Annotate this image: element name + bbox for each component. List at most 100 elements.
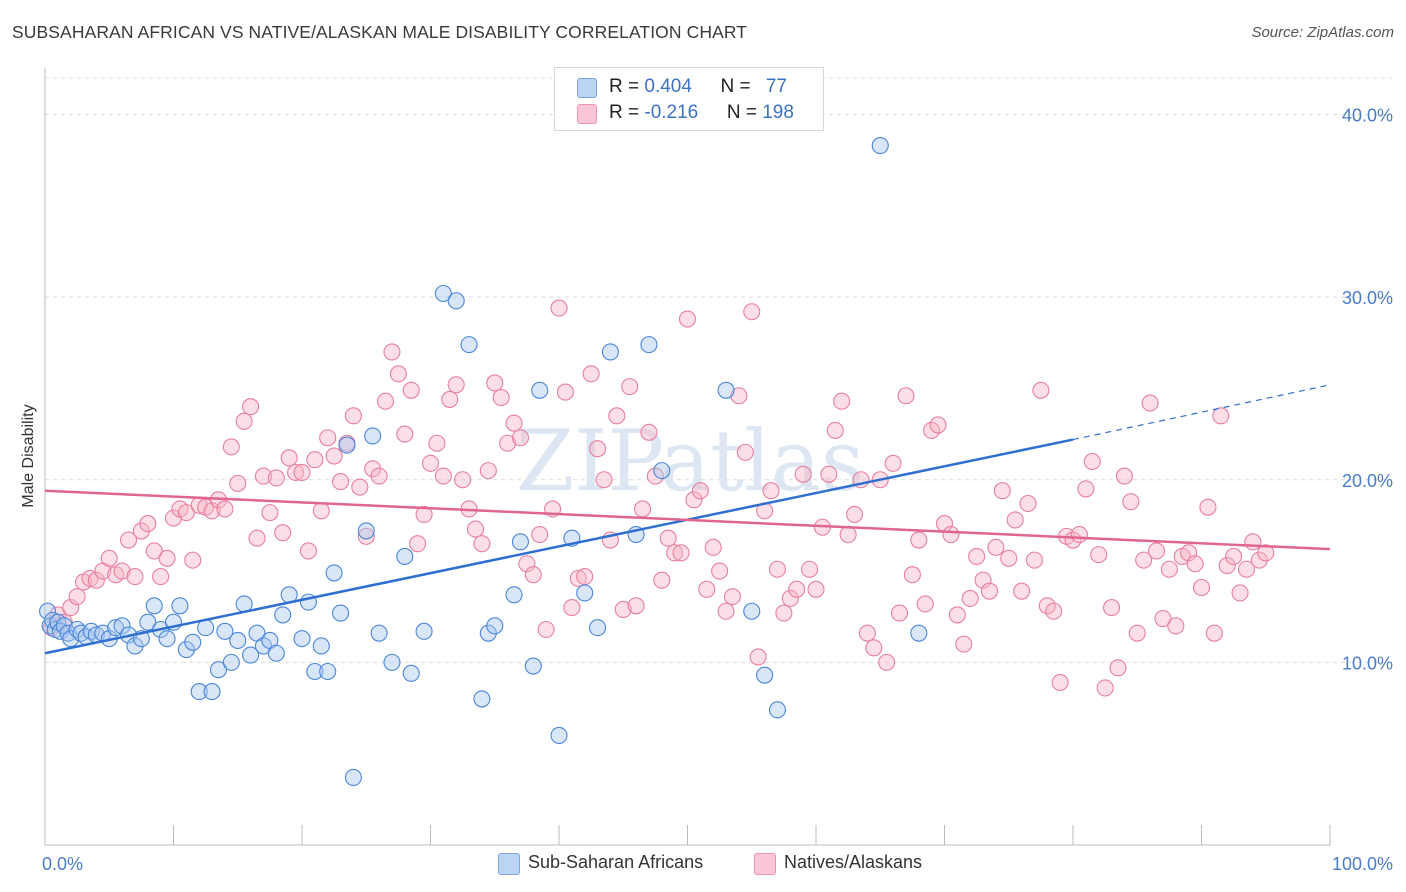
subsaharan-point — [203, 683, 221, 701]
natives-point — [81, 569, 99, 587]
subsaharan-point — [274, 606, 292, 624]
subsaharan-point — [319, 662, 337, 681]
natives-point — [357, 527, 375, 545]
natives-point — [68, 588, 86, 606]
natives-point — [1135, 551, 1153, 569]
natives-point — [1225, 547, 1243, 566]
natives-point — [698, 580, 716, 598]
natives-point — [865, 639, 883, 657]
x-tick-label-right: 100.0% — [1332, 854, 1393, 874]
subsaharan-point — [216, 622, 234, 640]
natives-point — [454, 471, 472, 489]
natives-point — [344, 407, 362, 425]
natives-point — [1006, 511, 1024, 529]
natives-point — [1128, 624, 1146, 642]
natives-points — [42, 299, 1275, 697]
subsaharan-point — [743, 602, 761, 620]
source-note: Source: ZipAtlas.com — [1251, 24, 1394, 41]
subsaharan-point — [756, 666, 774, 684]
natives-point — [768, 560, 787, 578]
natives-point — [1199, 498, 1217, 516]
natives-point — [312, 502, 330, 520]
natives-point — [145, 542, 163, 560]
natives-point — [87, 571, 105, 589]
natives-point — [216, 500, 234, 518]
subsaharan-point — [486, 617, 504, 635]
natives-point — [691, 482, 709, 500]
subsaharan-point — [588, 619, 607, 637]
natives-point — [685, 491, 703, 509]
natives-point — [119, 531, 138, 549]
natives-point — [164, 509, 183, 527]
subsaharan-point — [402, 664, 420, 682]
natives-point — [1186, 555, 1204, 573]
subsaharan-point — [107, 619, 125, 637]
subsaharan-point — [222, 653, 240, 671]
subsaharan-point — [383, 653, 401, 671]
natives-point — [1154, 610, 1172, 628]
natives-point — [229, 474, 247, 492]
natives-point — [794, 465, 812, 483]
natives-point — [466, 520, 485, 538]
natives-point — [1218, 557, 1236, 575]
natives-point — [1096, 679, 1114, 697]
subsaharan-point — [171, 597, 189, 615]
natives-point — [492, 389, 510, 407]
natives-point — [524, 566, 542, 584]
natives-point — [1090, 546, 1108, 564]
natives-point — [203, 502, 221, 520]
natives-point — [730, 387, 748, 405]
natives-point — [1167, 617, 1185, 635]
natives-point — [749, 648, 767, 666]
blue-swatch — [577, 78, 597, 98]
subsaharan-trend-line — [44, 438, 1074, 655]
natives-point — [383, 343, 401, 361]
natives-point — [1212, 407, 1230, 425]
natives-point — [640, 423, 658, 441]
natives-point — [845, 505, 864, 524]
subsaharan-point — [653, 462, 671, 480]
natives-point — [1000, 549, 1018, 567]
subsaharan-point — [601, 343, 619, 361]
natives-point — [1013, 582, 1031, 600]
natives-point — [402, 381, 420, 399]
subsaharan-point — [145, 597, 163, 615]
y-tick-label: 40.0% — [1342, 106, 1393, 126]
natives-point — [409, 535, 427, 553]
subsaharan-point — [871, 137, 889, 155]
natives-point — [248, 529, 266, 547]
natives-point — [396, 425, 414, 443]
natives-point — [518, 555, 536, 573]
trend-lines — [44, 384, 1331, 655]
natives-point — [711, 562, 729, 580]
legend-n-value: 198 — [762, 102, 794, 123]
natives-point — [775, 604, 793, 622]
natives-point — [897, 387, 915, 405]
subsaharan-point — [640, 336, 658, 354]
natives-point — [968, 547, 986, 566]
natives-point — [126, 567, 144, 586]
subsaharan-point — [364, 427, 382, 445]
legend-n-value: 77 — [765, 76, 787, 97]
legend-n-label: N = — [726, 102, 763, 123]
natives-point — [608, 407, 626, 425]
subsaharan-point — [550, 726, 568, 744]
natives-point — [627, 597, 645, 615]
natives-point — [1231, 584, 1249, 602]
natives-point — [511, 429, 530, 447]
subsaharan-point — [338, 436, 356, 454]
natives-point — [884, 454, 902, 472]
natives-point — [267, 469, 285, 487]
natives-point — [505, 414, 523, 432]
natives-point — [274, 524, 292, 542]
natives-point — [633, 500, 652, 518]
natives-point — [659, 529, 677, 547]
subsaharan-point — [39, 602, 57, 620]
subsaharan-point — [531, 381, 549, 399]
natives-point — [826, 421, 844, 440]
natives-point — [717, 602, 735, 620]
natives-point — [100, 549, 118, 567]
natives-point — [177, 504, 195, 522]
subsaharan-point — [473, 690, 491, 708]
pink-swatch — [577, 104, 597, 124]
